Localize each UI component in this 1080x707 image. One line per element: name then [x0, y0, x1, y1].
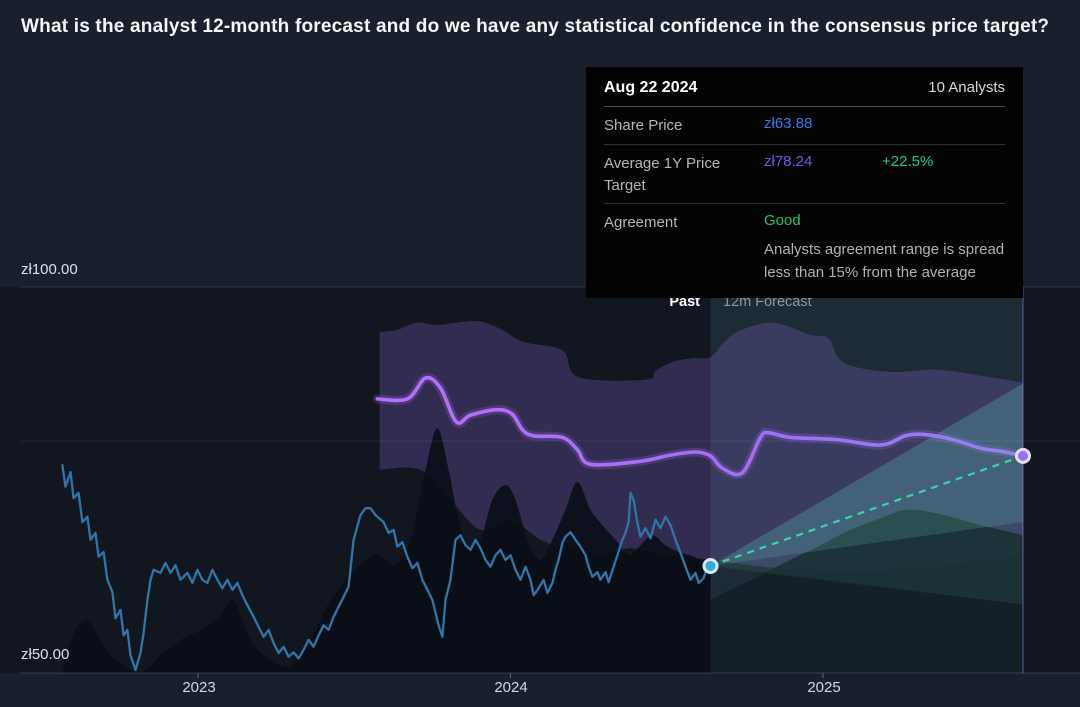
share-price-row: Share Price zł63.88	[604, 107, 1005, 145]
past-silhouette-area	[62, 428, 711, 673]
share-price-label: Share Price	[604, 117, 683, 134]
price-target-value: zł78.24	[764, 152, 813, 170]
tooltip-date: Aug 22 2024	[604, 79, 698, 96]
forecast-label: 12m Forecast	[723, 294, 812, 310]
forecast-cone-outer	[710, 522, 1023, 605]
agreement-label: Agreement	[604, 214, 678, 232]
forecast-silhouette-area	[710, 509, 1023, 673]
agreement-description: Analysts agreement range is spread less …	[764, 241, 1005, 281]
price-target-marker[interactable]	[1015, 447, 1031, 464]
analyst-target-range-band	[379, 321, 1023, 573]
price-target-label: Average 1Y Price Target	[604, 154, 721, 194]
x-axis-label-2024: 2024	[494, 679, 528, 696]
share-price-value: zł63.88	[764, 115, 813, 132]
price-target-line	[375, 375, 1025, 477]
agreement-description-row: Analysts agreement range is spread less …	[604, 236, 1005, 284]
analyst-summary-tooltip: Aug 22 2024 10 Analysts Share Price zł63…	[586, 67, 1023, 298]
share-price-line	[61, 463, 712, 672]
x-axis-label-2023: 2023	[182, 679, 216, 696]
tooltip-analyst-count: 10 Analysts	[928, 79, 1005, 96]
price-target-row: Average 1Y Price Target zł78.24 +22.5%	[604, 145, 1005, 205]
past-label: Past	[669, 294, 700, 310]
target-dashed-line	[710, 454, 1024, 568]
agreement-row: Agreement Good	[604, 204, 1005, 236]
page-title: What is the analyst 12-month forecast an…	[21, 16, 1050, 37]
agreement-value: Good	[764, 212, 801, 230]
price-target-change: +22.5%	[882, 152, 934, 170]
y-axis-label-100: zł100.00	[21, 261, 78, 278]
x-axis-label-2025: 2025	[807, 679, 841, 696]
y-axis-label-50: zł50.00	[21, 646, 70, 663]
share-price-marker[interactable]	[702, 557, 719, 574]
tooltip-header: Aug 22 2024 10 Analysts	[604, 79, 1005, 107]
forecast-cone	[710, 383, 1023, 566]
